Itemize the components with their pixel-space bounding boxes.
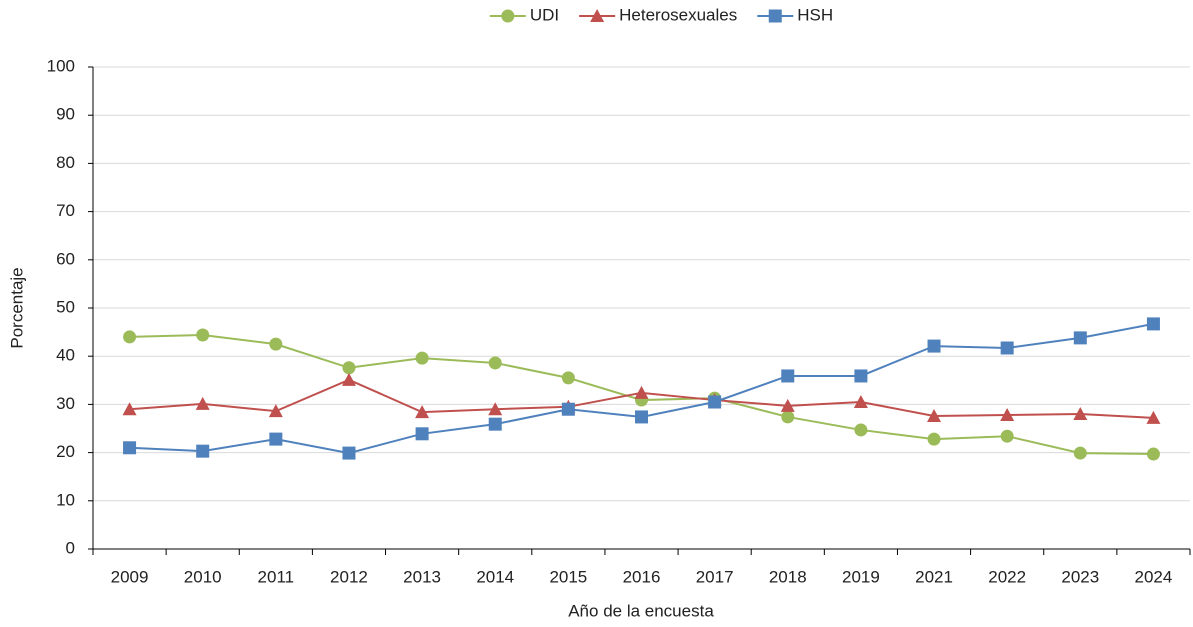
y-tick-label: 40 bbox=[56, 346, 75, 365]
x-tick-label: 2018 bbox=[769, 567, 807, 586]
marker bbox=[1000, 341, 1014, 355]
marker bbox=[780, 398, 795, 412]
marker bbox=[488, 356, 502, 370]
marker bbox=[854, 423, 868, 437]
legend-item: HSH bbox=[757, 5, 833, 24]
marker bbox=[1073, 331, 1087, 345]
marker bbox=[708, 395, 722, 409]
marker bbox=[122, 402, 137, 416]
marker bbox=[196, 328, 210, 342]
marker bbox=[488, 402, 503, 416]
y-tick-label: 70 bbox=[56, 201, 75, 220]
marker bbox=[501, 9, 515, 23]
marker bbox=[123, 441, 137, 455]
legend-label: UDI bbox=[530, 5, 559, 24]
y-tick-label: 50 bbox=[56, 297, 75, 316]
y-tick-label: 10 bbox=[56, 490, 75, 509]
x-tick-label: 2023 bbox=[1061, 567, 1099, 586]
marker bbox=[269, 337, 283, 351]
y-tick-label: 30 bbox=[56, 394, 75, 413]
y-axis-label: Porcentaje bbox=[7, 267, 26, 348]
marker bbox=[561, 402, 575, 416]
marker bbox=[1073, 407, 1088, 421]
y-tick-label: 0 bbox=[66, 538, 75, 557]
marker bbox=[342, 446, 356, 460]
x-tick-label: 2022 bbox=[988, 567, 1026, 586]
marker bbox=[590, 9, 605, 22]
marker bbox=[415, 427, 429, 441]
y-tick-label: 90 bbox=[56, 105, 75, 124]
marker bbox=[196, 444, 210, 458]
marker bbox=[853, 394, 868, 408]
marker bbox=[1000, 408, 1015, 422]
legend: UDI Heterosexuales HSH bbox=[489, 5, 833, 24]
x-tick-label: 2010 bbox=[184, 567, 222, 586]
x-tick-label: 2016 bbox=[623, 567, 661, 586]
marker bbox=[854, 369, 868, 383]
marker bbox=[927, 339, 941, 353]
x-tick-label: 2012 bbox=[330, 567, 368, 586]
y-tick-label: 100 bbox=[47, 56, 75, 75]
marker bbox=[781, 369, 795, 383]
marker bbox=[342, 361, 356, 375]
marker bbox=[415, 351, 429, 365]
marker bbox=[488, 417, 502, 431]
marker bbox=[927, 408, 942, 422]
marker bbox=[123, 330, 137, 344]
legend-label: HSH bbox=[797, 5, 833, 24]
marker bbox=[634, 385, 649, 399]
x-tick-label: 2024 bbox=[1135, 567, 1173, 586]
x-tick-label: 2009 bbox=[111, 567, 149, 586]
x-axis-label: Año de la encuesta bbox=[568, 601, 714, 620]
legend-item: Heterosexuales bbox=[579, 5, 737, 24]
marker bbox=[1146, 447, 1160, 461]
marker bbox=[768, 9, 782, 23]
x-tick-label: 2017 bbox=[696, 567, 734, 586]
y-tick-label: 60 bbox=[56, 249, 75, 268]
x-tick-label: 2011 bbox=[258, 567, 295, 586]
x-tick-label: 2014 bbox=[476, 567, 514, 586]
marker bbox=[1000, 429, 1014, 443]
marker bbox=[927, 432, 941, 446]
x-tick-label: 2021 bbox=[915, 567, 953, 586]
marker bbox=[195, 396, 210, 410]
legend-label: Heterosexuales bbox=[619, 5, 737, 24]
marker bbox=[341, 372, 356, 386]
marker bbox=[269, 432, 283, 446]
y-tick-label: 80 bbox=[56, 153, 75, 172]
marker bbox=[268, 404, 283, 418]
x-tick-label: 2015 bbox=[549, 567, 587, 586]
marker bbox=[1146, 410, 1161, 424]
marker bbox=[415, 405, 430, 419]
x-tick-label: 2013 bbox=[403, 567, 441, 586]
legend-item: UDI bbox=[489, 5, 559, 24]
marker bbox=[635, 410, 648, 424]
x-tick-label: 2019 bbox=[842, 567, 880, 586]
marker bbox=[1073, 446, 1087, 460]
y-tick-label: 20 bbox=[56, 442, 75, 461]
marker bbox=[781, 410, 795, 424]
marker bbox=[561, 371, 575, 385]
marker bbox=[1146, 317, 1160, 331]
